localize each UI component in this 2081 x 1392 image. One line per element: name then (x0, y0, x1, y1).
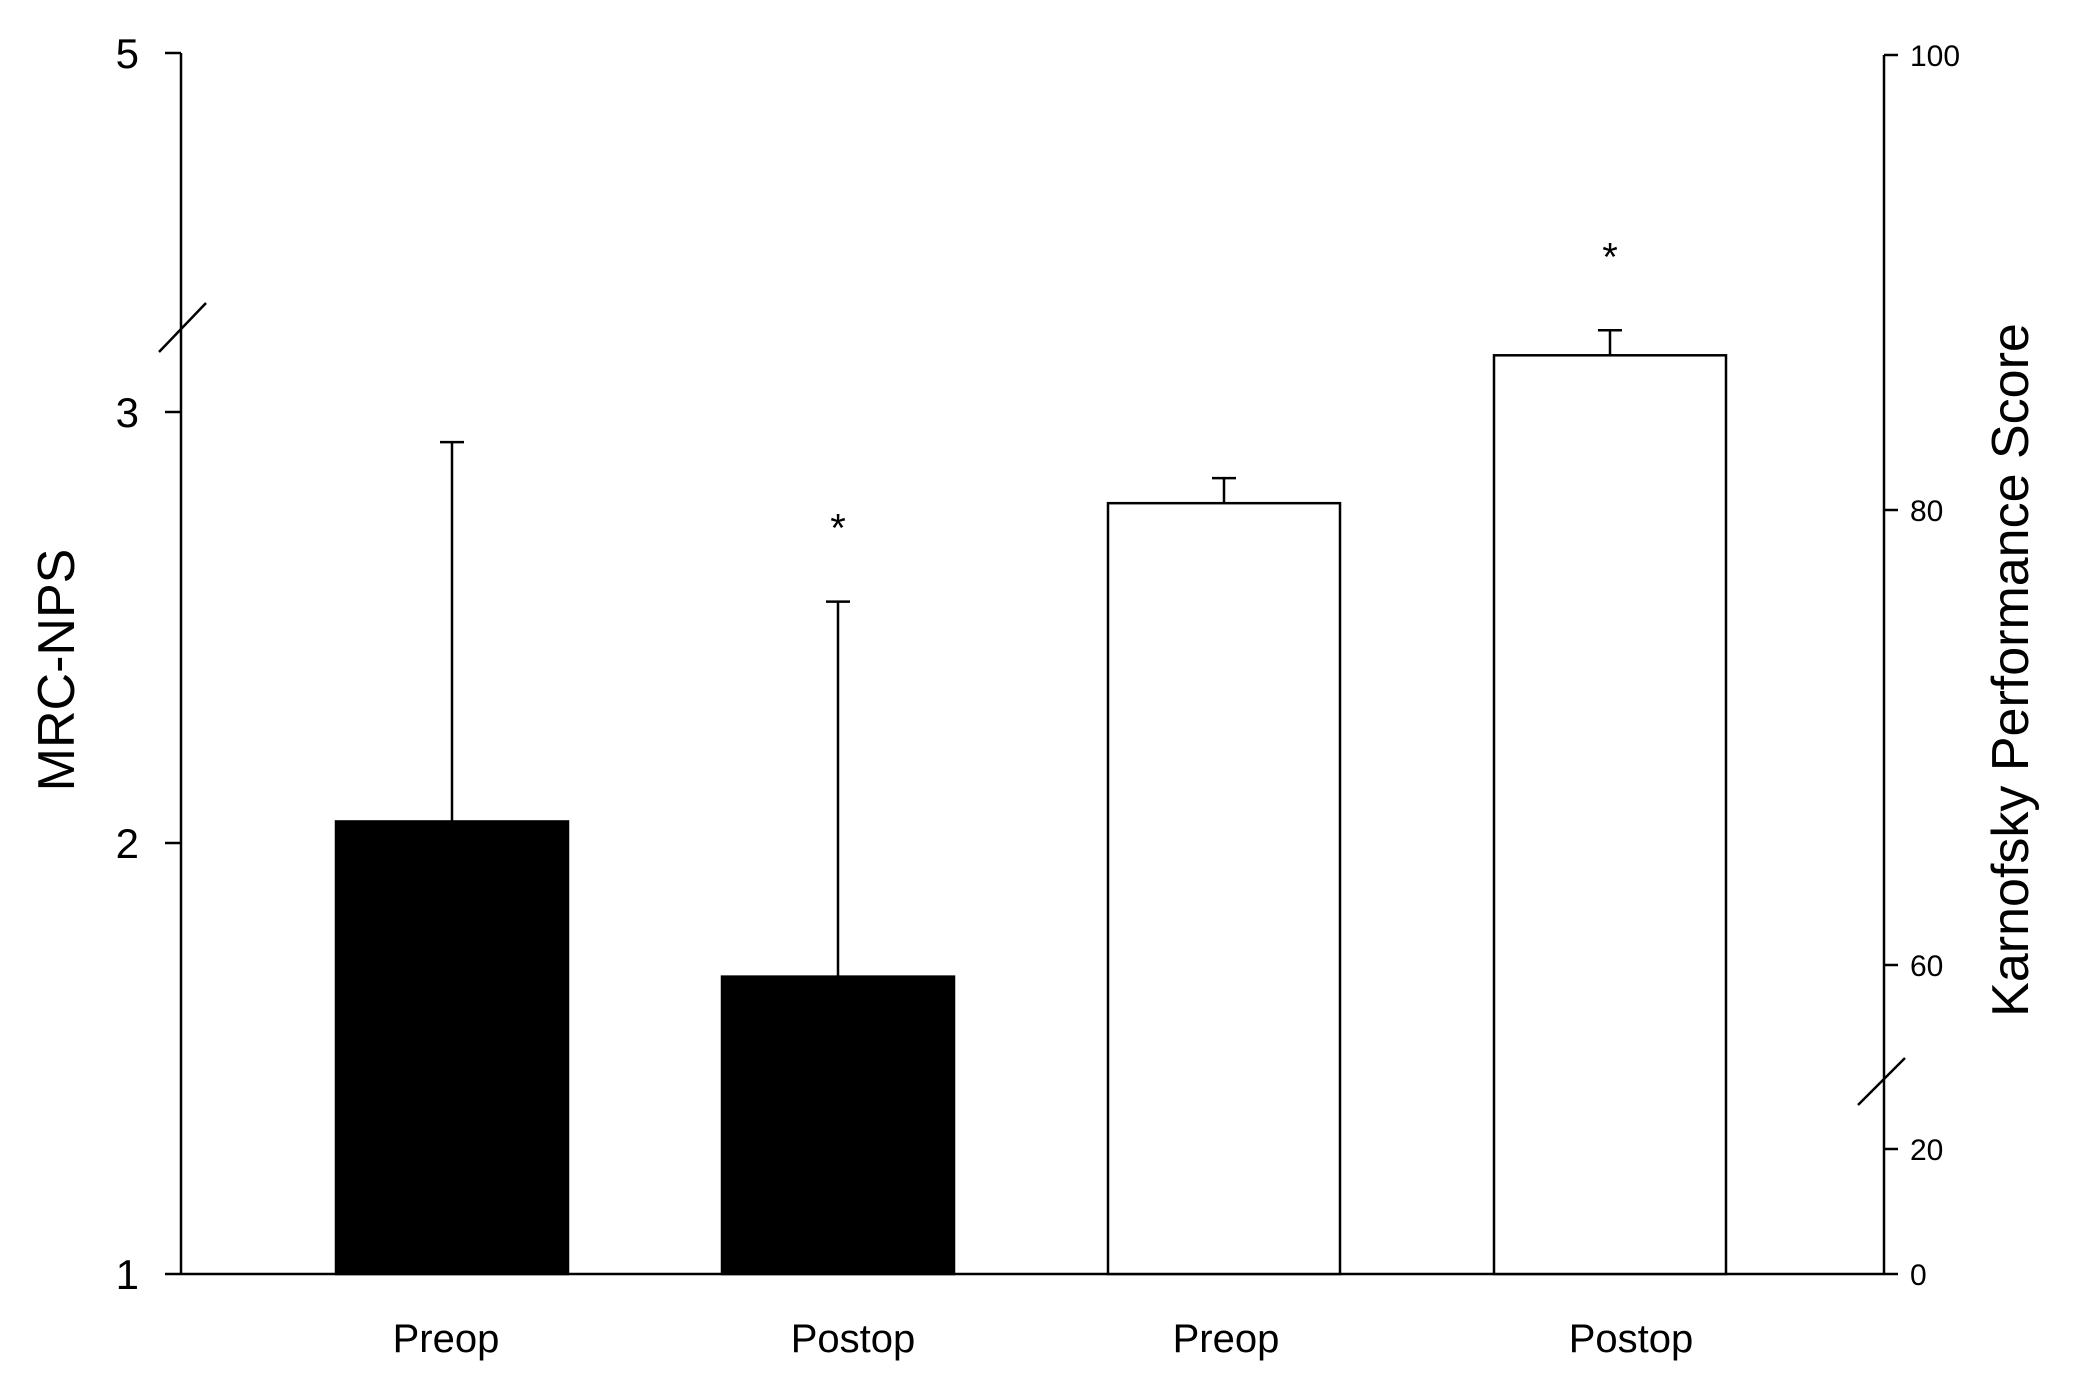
left-tick-label: 2 (116, 820, 139, 867)
significance-marker: * (1602, 235, 1618, 279)
labels-layer: 1 2 3 5 0 20 60 80 100 * * Preop Postop Preop Postop (116, 30, 1960, 1361)
right-tick-label: 60 (1910, 950, 1943, 983)
bar (720, 975, 956, 1276)
bar (334, 820, 570, 1276)
left-tick-label: 5 (116, 30, 139, 77)
right-tick-label: 80 (1910, 495, 1943, 528)
right-tick-label: 100 (1910, 40, 1960, 73)
right-tick-label: 20 (1910, 1134, 1943, 1167)
category-label: Preop (1173, 1317, 1280, 1361)
significance-marker: * (830, 507, 846, 551)
category-label: Postop (791, 1317, 916, 1361)
bar (1492, 354, 1728, 1276)
left-axis-title: MRC-NPS (28, 549, 86, 792)
category-label: Postop (1569, 1317, 1694, 1361)
left-tick-label: 1 (116, 1251, 139, 1298)
right-tick-label: 0 (1910, 1259, 1927, 1292)
bars-layer (334, 329, 1728, 1276)
right-axis-title: Karnofsky Performance Score (1982, 323, 2040, 1017)
right-axis-break (1857, 1057, 1906, 1106)
left-tick-label: 3 (116, 389, 139, 436)
bar (1106, 501, 1342, 1276)
left-axis-break (158, 302, 207, 353)
category-label: Preop (393, 1317, 500, 1361)
